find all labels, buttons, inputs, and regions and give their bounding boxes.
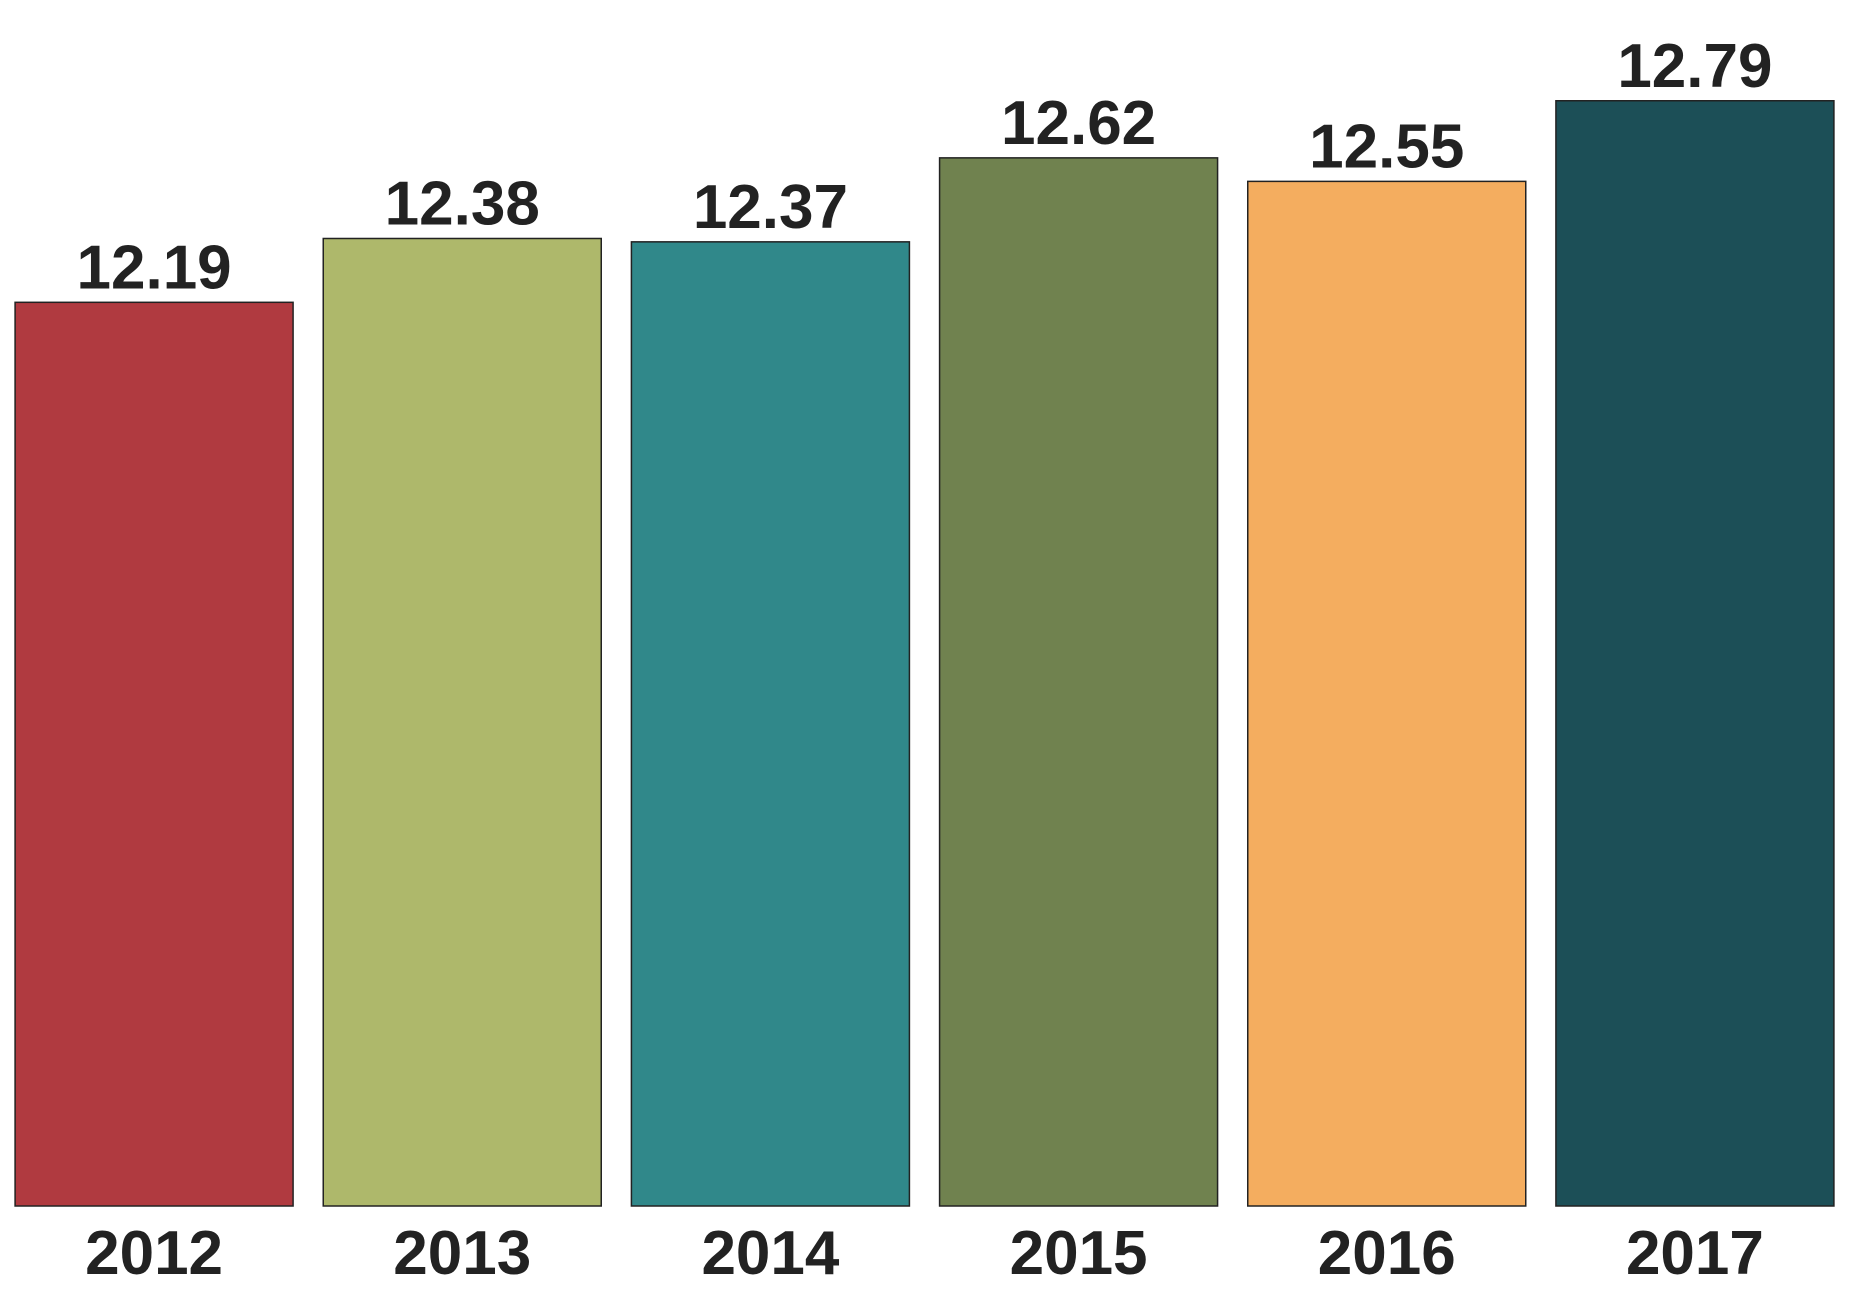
x-tick-label: 2012 [85, 1219, 223, 1288]
bar [1247, 180, 1527, 1207]
x-tick-label: 2014 [701, 1219, 839, 1288]
x-tick-label: 2016 [1318, 1219, 1456, 1288]
value-label: 12.37 [693, 173, 848, 242]
x-tick-label: 2017 [1626, 1219, 1764, 1288]
x-tick-label: 2015 [1010, 1219, 1148, 1288]
value-label: 12.38 [385, 169, 540, 238]
x-tick-label: 2013 [393, 1219, 531, 1288]
bar [322, 237, 602, 1207]
bar [1555, 100, 1835, 1207]
value-label: 12.55 [1309, 112, 1464, 181]
value-label: 12.19 [77, 233, 232, 302]
value-label: 12.62 [1001, 89, 1156, 158]
bar [630, 241, 911, 1207]
value-label: 12.79 [1617, 32, 1772, 101]
bar [14, 301, 294, 1207]
bar [938, 157, 1219, 1207]
